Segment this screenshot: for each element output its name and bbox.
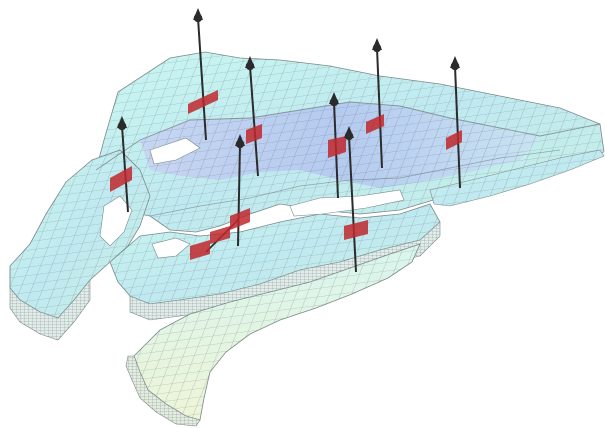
- well-7[interactable]: [366, 38, 384, 169]
- completion-marker[interactable]: [188, 90, 218, 114]
- well-4[interactable]: [190, 134, 250, 260]
- completion-marker[interactable]: [210, 226, 230, 244]
- fault-gap-1: [99, 195, 133, 247]
- completion-marker[interactable]: [230, 208, 250, 230]
- completion-marker[interactable]: [190, 240, 210, 260]
- fault-gap-3: [289, 189, 405, 217]
- wells: [110, 8, 462, 273]
- completion-marker[interactable]: [446, 130, 462, 150]
- reservoir-grid: [9, 51, 605, 427]
- completion-marker[interactable]: [246, 124, 262, 144]
- well-8[interactable]: [446, 56, 462, 189]
- well-1[interactable]: [188, 8, 218, 141]
- completion-marker[interactable]: [344, 220, 368, 240]
- completion-marker[interactable]: [366, 114, 384, 134]
- well-6[interactable]: [344, 126, 368, 273]
- well-3[interactable]: [110, 116, 132, 213]
- fault-gap-4: [151, 237, 191, 259]
- completion-marker[interactable]: [328, 136, 346, 158]
- well-5[interactable]: [328, 92, 346, 199]
- well-2[interactable]: [245, 56, 262, 177]
- fault-gap-2: [149, 137, 201, 165]
- completion-marker[interactable]: [110, 166, 132, 192]
